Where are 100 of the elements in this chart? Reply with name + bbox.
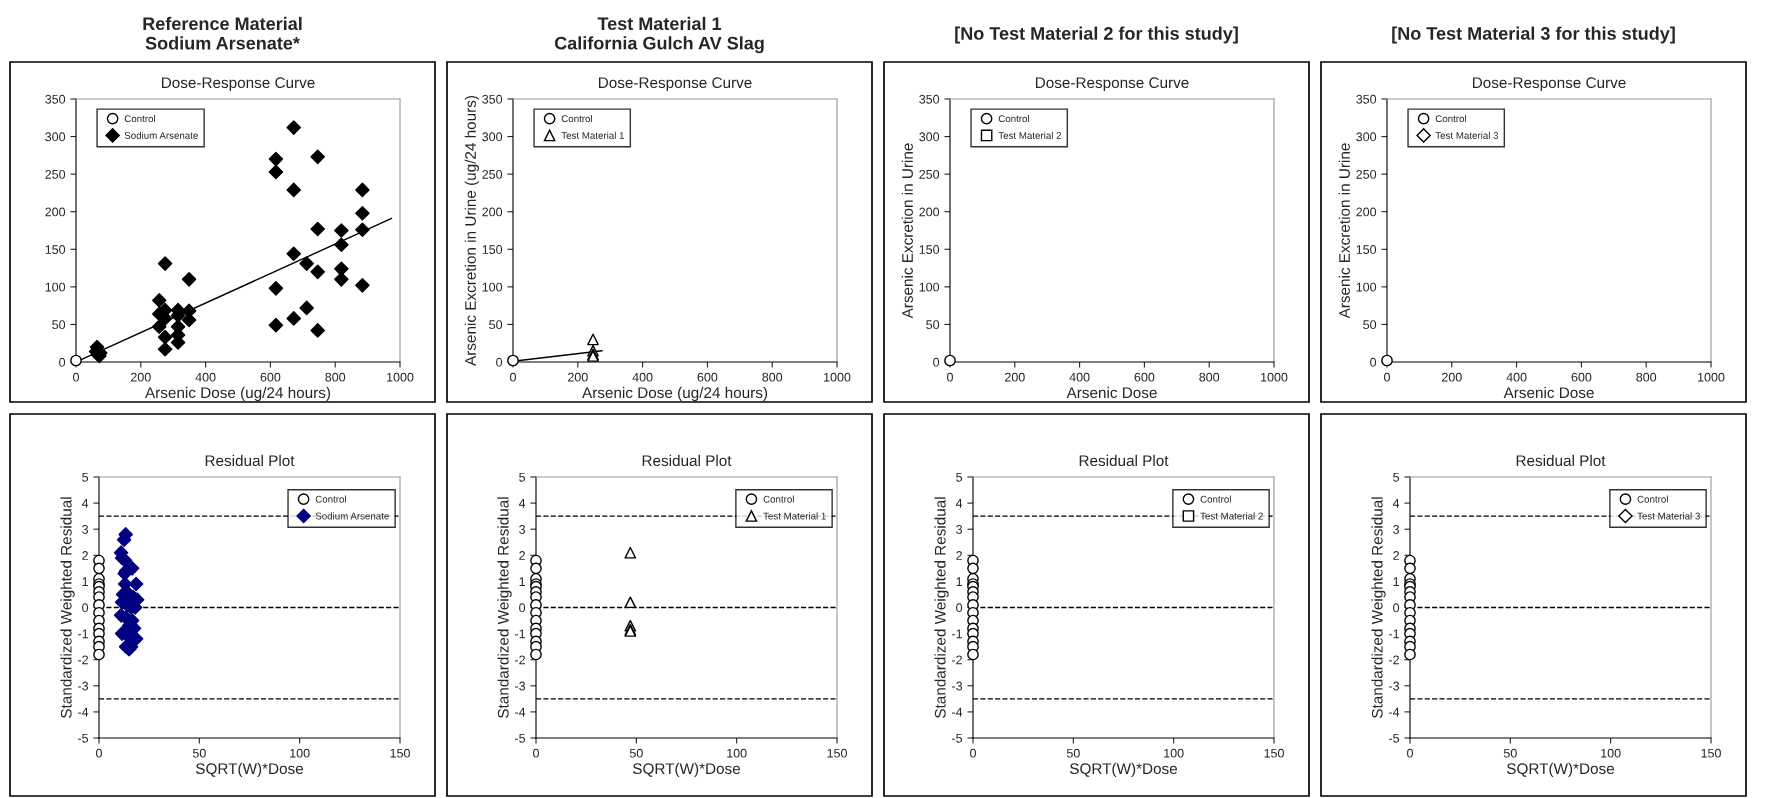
y-tick-label: 2 <box>82 551 88 560</box>
x-tick-label: 200 <box>1005 372 1025 382</box>
y-tick-label: 0 <box>496 357 503 367</box>
y-tick-label: -4 <box>515 707 526 717</box>
y-tick-label: -3 <box>78 681 89 691</box>
y-tick-label: -1 <box>78 629 88 639</box>
chart-subtitle: Dose-Response Curve <box>598 77 752 92</box>
x-tick-label: 1000 <box>1261 372 1288 382</box>
x-tick-label: 0 <box>533 748 539 758</box>
x-axis-title: Arsenic Dose <box>1503 386 1594 399</box>
y-tick-label: -4 <box>952 707 963 717</box>
y-axis-title: Arsenic Excretion in Urine <box>901 143 913 319</box>
y-tick-label: -1 <box>952 629 962 639</box>
y-tick-label: 5 <box>956 472 963 482</box>
x-tick-label: 600 <box>697 372 718 382</box>
y-tick-label: 0 <box>519 603 526 613</box>
y-tick-label: 350 <box>1356 94 1377 104</box>
x-axis-title: SQRT(W)*Dose <box>1507 762 1615 778</box>
legend-label: Test Material 1 <box>561 131 625 139</box>
y-tick-label: -5 <box>1389 733 1400 743</box>
chart-subtitle: Dose-Response Curve <box>161 77 315 92</box>
legend-label: Test Material 3 <box>1435 131 1499 139</box>
x-tick-label: 1000 <box>1698 372 1725 382</box>
legend-label: Test Material 2 <box>998 131 1062 139</box>
x-axis-title: SQRT(W)*Dose <box>1070 762 1178 778</box>
legend-label: Control <box>561 114 592 123</box>
y-tick-label: -3 <box>1389 681 1400 691</box>
chart-subtitle: Residual Plot <box>1079 454 1169 467</box>
y-tick-label: -4 <box>1389 707 1400 717</box>
legend-label: Sodium Arsenate <box>315 512 389 520</box>
y-tick-label: 50 <box>1363 320 1377 330</box>
y-tick-label: 300 <box>45 132 66 142</box>
y-axis-title: Standardized Weighted Residual <box>934 497 949 718</box>
x-tick-label: 1000 <box>387 372 414 382</box>
x-tick-label: 0 <box>970 748 976 758</box>
y-tick-label: 3 <box>1393 525 1400 534</box>
y-tick-label: 300 <box>1356 132 1377 142</box>
y-tick-label: 0 <box>956 603 963 613</box>
y-tick-label: 4 <box>518 499 526 508</box>
y-tick-label: 0 <box>933 357 940 367</box>
y-tick-label: 3 <box>519 525 526 534</box>
x-tick-label: 0 <box>1407 748 1413 758</box>
x-axis-title: Arsenic Dose (ug/24 hours) <box>145 386 331 402</box>
y-tick-label: 4 <box>81 499 89 508</box>
y-axis-title: Standardized Weighted Residual <box>497 497 512 718</box>
y-tick-label: 300 <box>919 132 940 142</box>
legend-label: Control <box>1435 114 1466 123</box>
legend-label: Test Material 2 <box>1200 512 1263 520</box>
legend-label: Control <box>998 114 1029 123</box>
x-tick-label: 150 <box>1264 748 1284 758</box>
x-tick-label: 600 <box>260 372 281 382</box>
x-tick-label: 100 <box>1601 748 1621 758</box>
y-tick-label: 250 <box>1356 169 1377 179</box>
y-tick-label: 250 <box>45 169 66 179</box>
y-tick-label: -1 <box>1389 629 1399 639</box>
x-axis-title: Arsenic Dose <box>1066 386 1157 399</box>
y-tick-label: 3 <box>82 525 89 534</box>
y-tick-label: 50 <box>489 320 503 330</box>
legend-label: Control <box>763 495 794 503</box>
y-tick-label: 350 <box>482 94 503 104</box>
y-tick-label: 100 <box>482 282 503 292</box>
chart-title: Reference Material Sodium Arsenate* <box>143 16 302 50</box>
x-tick-label: 150 <box>390 748 410 758</box>
y-tick-label: -2 <box>1389 655 1399 665</box>
x-tick-label: 0 <box>96 748 102 758</box>
x-tick-label: 200 <box>131 372 151 382</box>
x-tick-label: 800 <box>1199 372 1220 382</box>
y-tick-label: 0 <box>59 357 66 367</box>
legend-label: Control <box>124 114 155 123</box>
x-tick-label: 200 <box>568 372 588 382</box>
y-tick-label: 200 <box>919 207 940 217</box>
x-tick-label: 200 <box>1442 372 1462 382</box>
x-tick-label: 800 <box>762 372 783 382</box>
legend-label: Control <box>1200 495 1231 503</box>
y-tick-label: 5 <box>82 472 89 482</box>
legend-label: Control <box>1637 495 1668 503</box>
x-tick-label: 400 <box>1069 372 1090 382</box>
x-tick-label: 150 <box>827 748 847 758</box>
chart-title: Test Material 1 California Gulch AV Slag <box>554 16 764 54</box>
y-tick-label: 2 <box>956 551 962 560</box>
chart-subtitle: Dose-Response Curve <box>1472 77 1626 92</box>
y-tick-label: 1 <box>956 577 962 586</box>
y-tick-label: -5 <box>515 733 526 743</box>
legend-label: Sodium Arsenate <box>124 131 198 139</box>
y-tick-label: 5 <box>1393 472 1400 482</box>
y-tick-label: 50 <box>926 320 940 330</box>
y-tick-label: 1 <box>519 577 525 586</box>
x-tick-label: 50 <box>1066 748 1080 758</box>
chart-subtitle: Dose-Response Curve <box>1035 77 1189 92</box>
y-tick-label: 100 <box>1356 282 1377 292</box>
x-tick-label: 800 <box>1636 372 1657 382</box>
chart-subtitle: Residual Plot <box>1516 454 1606 467</box>
x-tick-label: 1000 <box>824 372 851 382</box>
x-axis-title: SQRT(W)*Dose <box>196 762 304 778</box>
y-tick-label: 1 <box>82 577 88 586</box>
legend-label: Test Material 1 <box>763 512 826 520</box>
y-axis-title: Standardized Weighted Residual <box>1371 497 1386 718</box>
x-tick-label: 400 <box>1506 372 1527 382</box>
y-tick-label: 1 <box>1393 577 1399 586</box>
y-tick-label: -5 <box>78 733 89 743</box>
